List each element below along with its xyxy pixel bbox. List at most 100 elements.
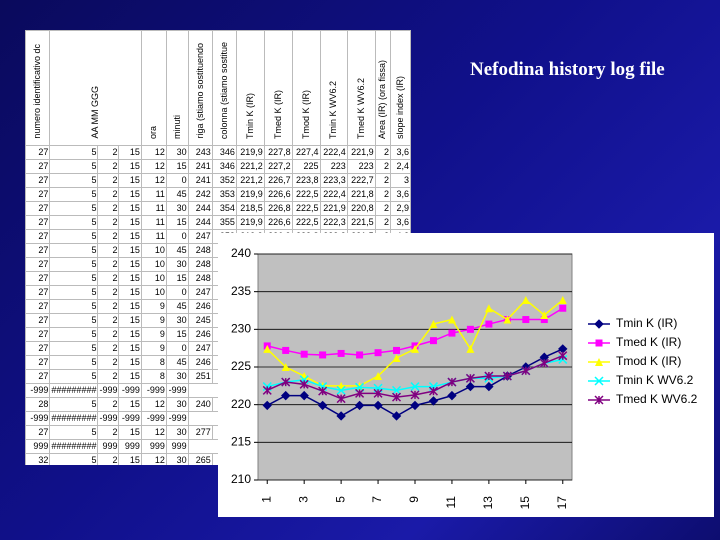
marker xyxy=(540,311,549,320)
table-cell: 5 xyxy=(49,145,99,160)
table-cell: 5 xyxy=(49,425,99,440)
x-tick-label: 3 xyxy=(296,496,310,503)
table-cell: 30 xyxy=(165,201,189,216)
column-header: slope index (IR) xyxy=(389,30,411,146)
table-cell: 226,7 xyxy=(263,173,293,188)
chart-panel: 210 215 220 225 230 235 240 1 3 5 7 9 11 13 15 17 Tmin K… xyxy=(218,233,714,517)
table-cell: 2 xyxy=(374,187,391,202)
table-cell: 2 xyxy=(97,201,120,216)
x-tick-label: 5 xyxy=(333,496,347,503)
marker xyxy=(558,351,568,361)
marker xyxy=(410,390,420,400)
marker xyxy=(595,358,603,366)
table-cell: 246 xyxy=(187,327,213,342)
table-cell: 15 xyxy=(118,271,142,286)
table-cell: 11 xyxy=(140,229,167,244)
table-cell: 12 xyxy=(140,453,167,465)
table-cell: 15 xyxy=(118,299,142,314)
column-header: minuti xyxy=(165,30,189,146)
legend-label: Tmin K WV6.2 xyxy=(616,373,694,387)
table-cell: 30 xyxy=(165,397,189,412)
table-cell: 15 xyxy=(118,159,142,174)
marker xyxy=(355,388,365,398)
x-tick-label: 15 xyxy=(518,496,532,510)
column-header: Tmed K (IR) xyxy=(263,30,293,146)
table-cell: 2 xyxy=(97,453,120,465)
table-cell: 245 xyxy=(187,313,213,328)
data-table: numero identificativo dc AA MM GGG ora minu… xyxy=(25,30,411,465)
column-header-text: riga (stiamo sostituendo xyxy=(194,43,205,139)
table-cell: 244 xyxy=(187,201,213,216)
table-cell: 30 xyxy=(165,257,189,272)
marker xyxy=(429,337,437,345)
marker xyxy=(282,346,290,354)
table-cell: 352 xyxy=(211,173,237,188)
table-cell: 9 xyxy=(140,313,167,328)
table-row: 27 5 2 15 12 30 243 346 219,9 227,8 227,4 222,4 221,… xyxy=(25,145,411,160)
column-header: colonna (stiamo sostitue xyxy=(211,30,237,146)
marker xyxy=(594,319,604,329)
table-cell: 27 xyxy=(25,145,51,160)
table-cell: 277 xyxy=(187,425,213,440)
marker xyxy=(263,344,272,353)
table-cell: 221,9 xyxy=(319,201,348,216)
table-cell: 5 xyxy=(49,313,99,328)
table-cell: 2 xyxy=(97,425,120,440)
column-header-text: Area (IR) (ora fissa) xyxy=(377,59,388,139)
marker xyxy=(447,315,456,324)
table-cell: 0 xyxy=(165,285,189,300)
table-cell: 30 xyxy=(165,425,189,440)
marker xyxy=(410,400,420,411)
table-cell: 246 xyxy=(187,299,213,314)
table-cell: 221,9 xyxy=(346,145,376,160)
table-cell: 15 xyxy=(118,369,142,384)
table-cell: 222,3 xyxy=(319,215,348,230)
table-cell: 0 xyxy=(165,229,189,244)
column-header: Area (IR) (ora fissa) xyxy=(374,30,391,146)
table-cell: 15 xyxy=(118,243,142,258)
table-cell: 2 xyxy=(97,187,120,202)
marker xyxy=(540,316,548,324)
table-cell: 5 xyxy=(49,369,99,384)
column-header: ora xyxy=(140,30,167,146)
marker xyxy=(393,346,401,354)
table-cell: 247 xyxy=(187,285,213,300)
table-cell: 12 xyxy=(140,159,167,174)
table-cell: 219,9 xyxy=(235,145,265,160)
table-cell: 15 xyxy=(165,159,189,174)
table-cell: 45 xyxy=(165,187,189,202)
table-cell: 227,4 xyxy=(291,145,321,160)
table-cell: 15 xyxy=(118,229,142,244)
table-cell: 5 xyxy=(49,187,99,202)
table-cell: -999 xyxy=(97,411,120,426)
table-cell: 15 xyxy=(118,313,142,328)
legend: Tmin K (IR) Tmed K (IR) Tmod K (IR) Tmin K … xyxy=(588,316,698,406)
table-cell: 2 xyxy=(97,299,120,314)
table-cell: 8 xyxy=(140,369,167,384)
marker xyxy=(300,350,308,358)
table-cell: 5 xyxy=(49,327,99,342)
table-cell: 11 xyxy=(140,215,167,230)
table-row: -999 ######### -999 -999 -999 -999 xyxy=(25,383,411,398)
table-cell: 247 xyxy=(187,229,213,244)
table-cell: 353 xyxy=(211,187,237,202)
table-cell: 222,5 xyxy=(291,201,321,216)
marker xyxy=(559,304,567,312)
marker xyxy=(374,372,383,381)
column-header: riga (stiamo sostituendo xyxy=(187,30,213,146)
table-cell: 222,4 xyxy=(319,145,348,160)
table-cell: 5 xyxy=(49,159,99,174)
marker xyxy=(410,382,420,392)
table-cell: 248 xyxy=(187,271,213,286)
marker xyxy=(356,351,364,359)
legend-label: Tmin K (IR) xyxy=(616,316,677,330)
marker xyxy=(319,351,327,359)
column-header-text: Tmin K WV6.2 xyxy=(328,80,339,139)
table-row: 999 ######### 999 999 999 999 xyxy=(25,439,411,454)
table-cell: 15 xyxy=(118,425,142,440)
table-cell: 2 xyxy=(97,229,120,244)
table-cell: 5 xyxy=(49,271,99,286)
spreadsheet: numero identificativo dc AA MM GGG ora minu… xyxy=(25,30,411,465)
table-cell: 30 xyxy=(165,369,189,384)
